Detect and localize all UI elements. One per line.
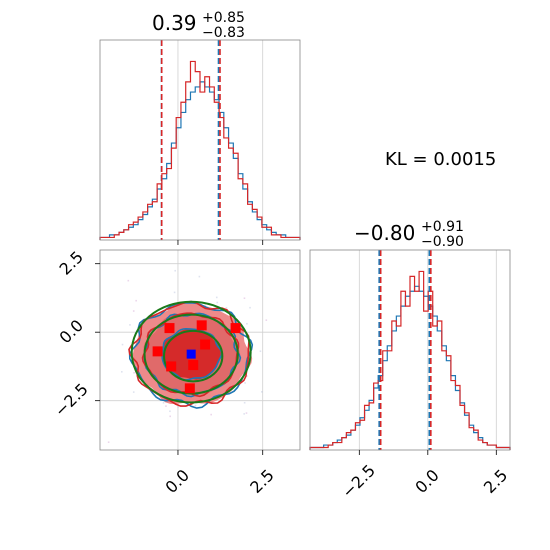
joint-ytick-label-1: 0.0 [56, 316, 87, 347]
red-marker-7 [184, 383, 195, 394]
scatter-point [107, 441, 110, 444]
scatter-point [216, 301, 219, 304]
red-marker-6 [188, 360, 199, 371]
joint-panel: −2.5 0.0 2.5 0.0 2.5 [51, 247, 301, 497]
scatter-point [249, 306, 251, 309]
scatter-point [132, 391, 135, 393]
red-marker-1 [196, 320, 207, 331]
param1-hist-background [100, 40, 300, 240]
scatter-point [215, 296, 218, 299]
scatter-point [165, 405, 167, 407]
scatter-point [261, 391, 263, 393]
red-marker-2 [230, 323, 241, 334]
param1-hist-hist-red [99, 60, 301, 240]
scatter-point [174, 269, 177, 272]
param2-title-minus: −0.90 [421, 234, 464, 250]
scatter-point [245, 412, 248, 414]
joint-contour-green-inner [163, 329, 224, 383]
param2-hist-frame [309, 249, 511, 451]
scatter-point [246, 322, 248, 325]
scatter-point [198, 275, 201, 278]
param1-title-plus: +0.85 [202, 10, 245, 26]
scatter-point [127, 279, 130, 282]
param2-hist-xtick-label-1: 0.0 [411, 466, 442, 497]
red-marker-3 [152, 346, 163, 357]
scatter-point [162, 401, 165, 404]
scatter-point [243, 413, 245, 415]
scatter-point [177, 405, 179, 408]
scatter-point [132, 310, 135, 312]
scatter-point [169, 415, 172, 418]
truth-marker [186, 349, 196, 359]
scatter-point [135, 299, 137, 302]
param2-title-plus: +0.91 [421, 219, 464, 235]
scatter-point [265, 319, 268, 321]
red-marker-0 [164, 323, 175, 334]
scatter-point [169, 410, 171, 413]
param2-title-median: −0.80 [354, 221, 415, 245]
param2-hist-panel: −2.5 0.0 2.5 [309, 249, 511, 502]
joint-xtick-label-1: 2.5 [246, 466, 277, 497]
red-marker-5 [166, 361, 177, 372]
joint-ytick-label-2: 2.5 [56, 247, 87, 278]
scatter-point [194, 404, 197, 407]
scatter-point [246, 375, 248, 377]
scatter-point [120, 371, 123, 373]
scatter-point [244, 382, 246, 384]
param2-hist-hist-red [309, 270, 511, 450]
joint-contour-green-middle [143, 313, 239, 395]
joint-xtick-label-0: 0.0 [162, 466, 193, 497]
scatter-point [133, 371, 135, 374]
param1-hist-panel [99, 39, 301, 245]
param2-hist-xtick-label-0: −2.5 [338, 461, 379, 502]
param1-title-median: 0.39 [152, 11, 197, 35]
scatter-point [121, 343, 124, 346]
scatter-point [225, 307, 228, 309]
scatter-point [243, 401, 246, 404]
scatter-point [129, 324, 131, 326]
kl-annotation: KL = 0.0015 [385, 149, 496, 170]
scatter-point [204, 304, 206, 307]
param1-title-minus: −0.83 [202, 25, 245, 41]
scatter-point [210, 413, 212, 416]
scatter-point [173, 291, 176, 294]
param2-hist-xtick-label-2: 2.5 [480, 466, 511, 497]
red-marker-4 [200, 339, 211, 350]
joint-panel-frame [99, 249, 301, 451]
joint-contour-green-outer [130, 300, 252, 404]
joint-ytick-label-0: −2.5 [51, 380, 92, 421]
scatter-point [243, 297, 246, 300]
param1-hist-frame [99, 39, 301, 241]
scatter-point [259, 350, 262, 353]
